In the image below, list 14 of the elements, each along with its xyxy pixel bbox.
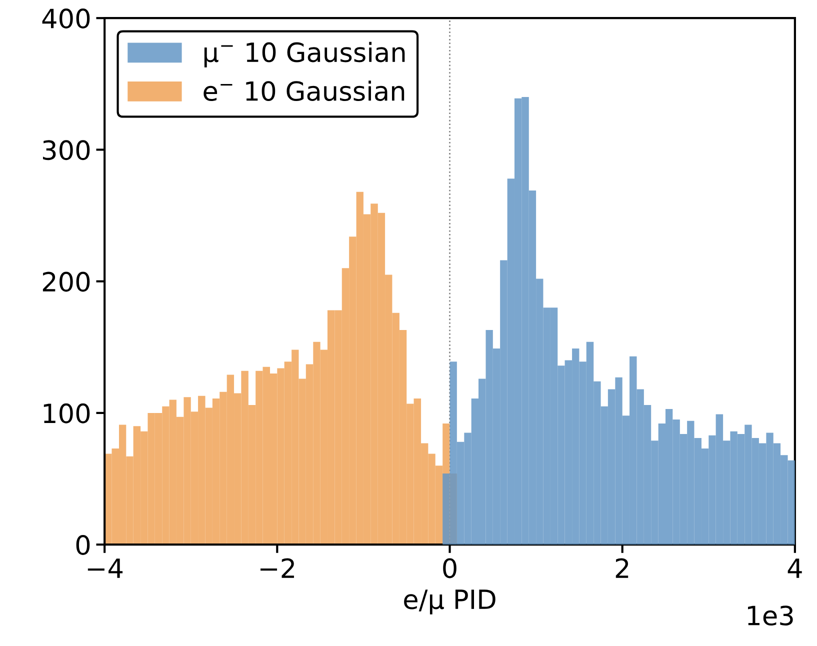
y-tick-label: 400 <box>42 8 90 28</box>
x-tick-label: 0 <box>443 558 456 578</box>
y-tick-label: 300 <box>43 140 90 160</box>
x-tick-label: −2 <box>260 558 294 578</box>
x-tick-label: 2 <box>616 558 628 578</box>
y-tick-label: 200 <box>42 272 90 292</box>
legend-label: e$^{−}$ 10 Gaussian <box>204 80 404 102</box>
x-tick-label: 4 <box>788 558 802 578</box>
x-axis-title: e/μ PID <box>404 590 496 614</box>
legend-label: μ$^{−}$ 10 Gaussian <box>204 42 405 68</box>
text: 1e3 <box>748 606 793 626</box>
x-tick-label: −4 <box>88 558 123 578</box>
y-tick-label: 100 <box>44 403 90 424</box>
y-tick-label: 0 <box>76 535 90 555</box>
